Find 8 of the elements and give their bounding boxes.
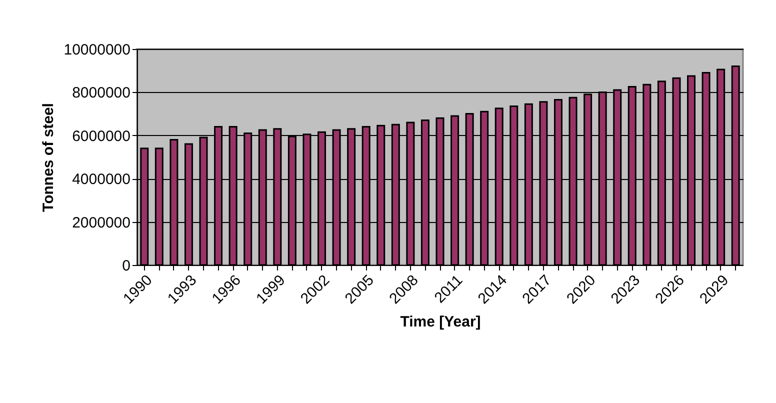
y-tick-label: 8000000 xyxy=(72,84,130,102)
y-tick-label: 10000000 xyxy=(64,42,130,58)
y-axis-title: Tonnes of steel xyxy=(40,103,57,212)
y-tick-label: 4000000 xyxy=(72,171,130,188)
y-tick-label: 6000000 xyxy=(72,128,130,145)
y-tick-label: 0 xyxy=(122,258,130,274)
x-axis-title: Time [Year] xyxy=(400,314,481,331)
y-tick-label: 2000000 xyxy=(72,214,130,232)
